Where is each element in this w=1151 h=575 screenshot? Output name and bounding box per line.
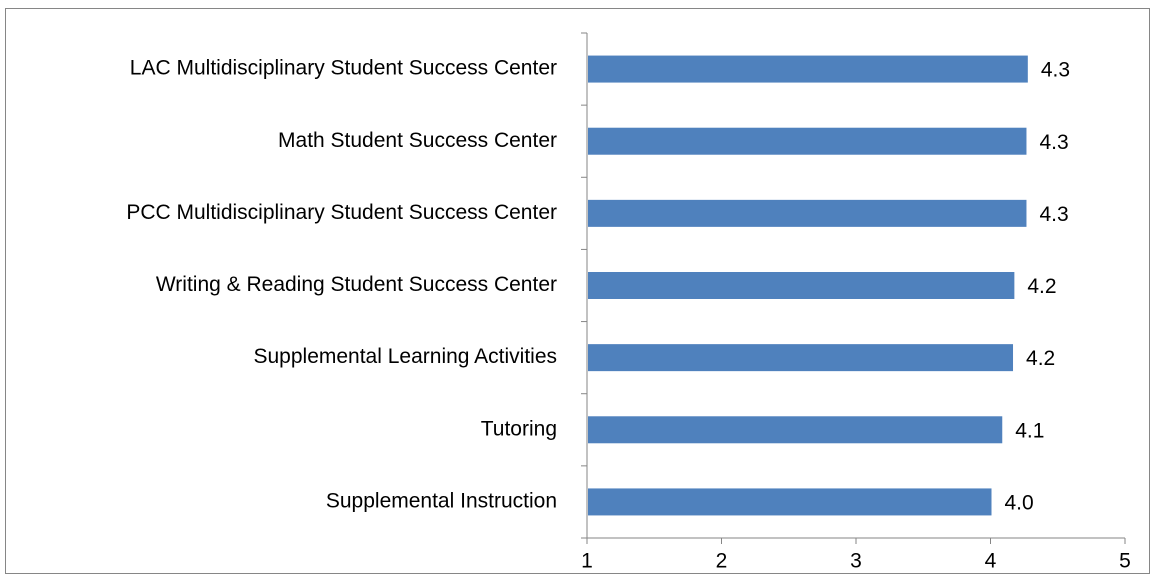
- x-tick-label: 1: [581, 550, 593, 573]
- x-tick-label: 2: [716, 550, 728, 573]
- bar: [588, 55, 1028, 83]
- bar: [588, 199, 1027, 227]
- value-label: 4.2: [1027, 275, 1056, 298]
- x-tick-label: 3: [850, 550, 862, 573]
- category-label: Writing & Reading Student Success Center: [156, 273, 557, 296]
- bar: [588, 272, 1015, 299]
- bar: [588, 344, 1014, 372]
- category-label: Supplemental Learning Activities: [253, 345, 557, 368]
- category-label: Math Student Success Center: [278, 129, 557, 152]
- bar: [588, 127, 1027, 155]
- category-label: Supplemental Instruction: [326, 489, 557, 512]
- value-label: 4.3: [1039, 203, 1068, 226]
- value-label: 4.2: [1026, 347, 1055, 370]
- category-label: PCC Multidisciplinary Student Success Ce…: [126, 201, 557, 224]
- value-label: 4.0: [1005, 491, 1034, 514]
- category-label: LAC Multidisciplinary Student Success Ce…: [130, 57, 557, 80]
- x-tick-label: 4: [985, 550, 997, 573]
- value-label: 4.3: [1039, 131, 1068, 154]
- bar: [588, 488, 992, 516]
- value-label: 4.3: [1041, 59, 1070, 82]
- value-label: 4.1: [1015, 419, 1044, 442]
- category-label: Tutoring: [481, 417, 557, 440]
- x-tick-label: 5: [1119, 550, 1131, 573]
- bar: [588, 416, 1003, 444]
